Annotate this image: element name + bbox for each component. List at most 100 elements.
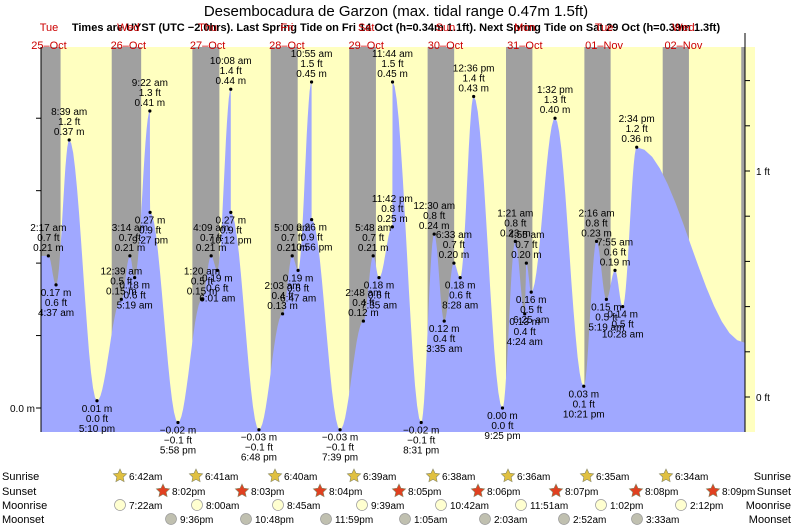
tide-extreme: 0.15 m0.5 ft5:19 am xyxy=(588,297,624,333)
tide-height-ft: 0.7 ft xyxy=(37,233,59,244)
tide-time: 12:39 am xyxy=(100,266,142,277)
tide-height-m: 0.45 m xyxy=(296,69,327,80)
moonrise-icon xyxy=(272,499,284,511)
tide-extreme: 0.01 m0.0 ft5:10 pm xyxy=(79,399,115,435)
tide-time: 5:48 am xyxy=(355,223,391,234)
tide-height-m: 0.21 m xyxy=(33,243,64,254)
tide-extreme: −0.02 m−0.1 ft8:31 pm xyxy=(403,420,439,456)
tide-extreme: 4:09 am0.7 ft0.21 m xyxy=(193,223,229,258)
tide-extreme: 10:08 am1.4 ft0.44 m xyxy=(210,56,252,91)
tide-point xyxy=(67,138,71,142)
tide-height-ft: 0.5 ft xyxy=(595,312,617,323)
sunrise-icon xyxy=(188,468,204,483)
tide-point xyxy=(523,312,527,316)
tide-point xyxy=(310,218,314,222)
sun-moon-events: Sunrise Sunrise 6:42am 6:41am 6:40am 6:39am 6:… xyxy=(2,468,791,525)
tide-point xyxy=(458,276,462,280)
tide-time: 3:14 am xyxy=(112,223,148,234)
moonset-time: 2:03am xyxy=(494,515,527,525)
tide-height-m: 0.44 m xyxy=(215,76,246,87)
tide-time: 2:16 am xyxy=(578,208,614,219)
tide-time: 8:31 pm xyxy=(403,445,439,456)
tide-point xyxy=(119,297,123,301)
tide-height-ft: 0.4 ft xyxy=(514,327,536,338)
tide-time: 5:19 am xyxy=(117,301,153,312)
tide-point xyxy=(432,232,436,236)
tide-point xyxy=(296,268,300,272)
tide-extreme: −0.03 m−0.1 ft6:48 pm xyxy=(241,428,277,464)
date-label: 27–Oct xyxy=(190,40,225,52)
tide-height-ft: 0.9 ft xyxy=(301,233,323,244)
tide-height-ft: −0.1 ft xyxy=(164,435,192,446)
tide-height-m: 0.36 m xyxy=(621,134,652,145)
tide-height-ft: 1.2 ft xyxy=(58,117,80,128)
tide-time: 5:19 am xyxy=(588,322,624,333)
tide-extreme: −0.03 m−0.1 ft7:39 pm xyxy=(322,428,358,464)
tide-extreme: 1:32 pm1.3 ft0.40 m xyxy=(537,85,573,120)
tide-height-ft: 0.7 ft xyxy=(119,233,141,244)
day-of-week-label: Tue xyxy=(595,22,614,34)
sunset-time: 8:02pm xyxy=(172,487,205,498)
tide-height-ft: 0.6 ft xyxy=(287,283,309,294)
date-label: 25–Oct xyxy=(31,40,66,52)
tide-area xyxy=(41,82,745,432)
tide-point xyxy=(621,304,625,309)
tide-point xyxy=(229,87,233,91)
tide-point xyxy=(290,254,294,258)
moonrise-time: 2:12pm xyxy=(690,501,723,512)
sunrise-time: 6:42am xyxy=(129,472,162,483)
moonrise-time: 11:51am xyxy=(530,501,568,512)
tide-height-m: 0.13 m xyxy=(267,301,298,312)
tide-time: 7:39 pm xyxy=(322,453,358,464)
tide-point xyxy=(371,254,375,258)
tide-point xyxy=(613,268,617,272)
tide-time: 1:21 am xyxy=(497,208,533,219)
tide-extreme: 0.18 m0.6 ft8:28 am xyxy=(442,276,478,312)
tide-time: 10:21 pm xyxy=(563,409,605,420)
tide-height-m: −0.02 m xyxy=(403,425,439,436)
sunset-icon xyxy=(391,483,407,498)
tide-extreme: 7:55 am0.6 ft0.19 m xyxy=(597,237,633,272)
tide-height-ft: 0.7 ft xyxy=(362,233,384,244)
tide-height-m: −0.02 m xyxy=(160,425,196,436)
tide-extreme: 3:14 am0.7 ft0.21 m xyxy=(112,223,148,258)
tide-labels: 2:17 am0.7 ft0.21 m0.17 m0.6 ft4:37 am8:… xyxy=(30,49,654,464)
tide-height-m: 0.13 m xyxy=(509,317,540,328)
tide-time: 6:01 am xyxy=(199,293,235,304)
moonset-row-label: Moonset xyxy=(749,514,791,525)
tide-extreme: 0.19 m0.6 ft6:01 am xyxy=(199,268,235,304)
tide-time: 9:25 pm xyxy=(484,431,520,442)
day-of-week-label: Sun xyxy=(436,22,456,34)
day-of-week-label: Fri xyxy=(280,22,293,34)
tide-height-m: 0.25 m xyxy=(377,214,408,225)
tide-height-m: 0.19 m xyxy=(202,273,233,284)
tide-point xyxy=(377,276,381,280)
tide-height-ft: 0.6 ft xyxy=(368,291,390,302)
tide-height-ft: 0.5 ft xyxy=(612,320,634,331)
tide-height-ft: −0.1 ft xyxy=(245,443,273,454)
tide-time: 11:42 pm xyxy=(372,194,413,205)
tide-height-ft: 0.7 ft xyxy=(281,233,303,244)
sunset-icon xyxy=(470,483,486,498)
tide-height-m: 0.37 m xyxy=(54,127,85,138)
tide-height-m: 0.17 m xyxy=(41,288,72,299)
tide-time: 12:36 pm xyxy=(453,63,495,74)
sunset-icon xyxy=(155,483,171,498)
moonset-icon xyxy=(558,513,570,525)
tide-point xyxy=(582,384,586,388)
tide-height-m: 0.18 m xyxy=(445,281,476,292)
tide-point xyxy=(128,254,132,258)
daylight-band xyxy=(745,47,755,432)
day-of-week-label: Tue xyxy=(40,22,59,34)
tide-extreme: 12:36 pm1.4 ft0.43 m xyxy=(453,63,495,99)
sunset-time: 8:08pm xyxy=(645,487,678,498)
sunrise-icon xyxy=(112,468,128,483)
day-of-week-label: Wed xyxy=(117,22,139,34)
day-of-week-label: Thu xyxy=(198,22,217,34)
tide-height-ft: 0.4 ft xyxy=(352,298,374,309)
tide-extreme: 2:17 am0.7 ft0.21 m xyxy=(30,223,66,258)
tide-height-ft: 0.6 ft xyxy=(604,247,626,258)
tide-point xyxy=(472,94,476,99)
